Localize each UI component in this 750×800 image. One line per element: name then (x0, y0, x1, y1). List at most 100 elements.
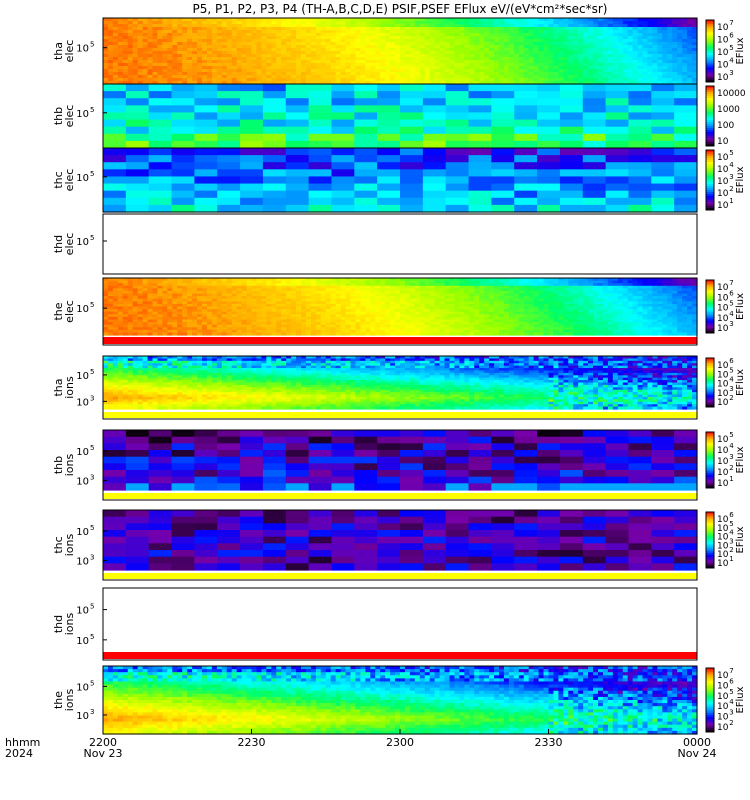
heatmap-cell (177, 72, 183, 76)
heatmap-cell (236, 66, 243, 70)
heatmap-cell (301, 45, 307, 49)
heatmap-cell (377, 148, 401, 156)
heatmap-cell (147, 45, 154, 49)
heatmap-cell (266, 27, 272, 31)
heatmap-cell (246, 75, 253, 79)
heatmap-cell (117, 322, 124, 326)
heatmap-cell (682, 39, 688, 43)
heatmap-cell (112, 327, 119, 331)
heatmap-cell (202, 63, 208, 67)
heatmap-cell (241, 18, 248, 22)
heatmap-cell (177, 54, 183, 58)
heatmap-cell (276, 63, 282, 67)
heatmap-cell (528, 78, 535, 82)
heatmap-cell (553, 33, 559, 37)
heatmap-cell (157, 21, 163, 25)
heatmap-cell (563, 54, 569, 58)
heatmap-cell (642, 81, 649, 85)
heatmap-cell (132, 311, 139, 315)
heatmap-cell (354, 140, 378, 149)
heatmap-cell (360, 45, 366, 49)
heatmap-cell (217, 162, 241, 170)
heatmap-cell (117, 309, 124, 313)
heatmap-cell (335, 75, 342, 79)
heatmap-cell (187, 45, 193, 49)
heatmap-cell (117, 301, 124, 305)
heatmap-cell (558, 57, 564, 61)
heatmap-cell (365, 81, 371, 85)
heatmap-cell (103, 140, 127, 149)
heatmap-cell (103, 327, 109, 331)
heatmap-cell (474, 78, 480, 82)
heatmap-cell (593, 69, 599, 73)
heatmap-cell (157, 60, 163, 64)
heatmap-cell (157, 54, 163, 58)
heatmap-cell (395, 54, 401, 58)
heatmap-cell (424, 33, 431, 37)
heatmap-cell (142, 78, 149, 82)
colorbar-swatch (706, 59, 714, 62)
heatmap-cell (310, 27, 317, 31)
heatmap-cell (355, 72, 361, 76)
heatmap-cell (117, 324, 124, 328)
heatmap-cell (231, 36, 238, 40)
heatmap-cell (582, 190, 607, 199)
heatmap-cell (434, 24, 441, 28)
heatmap-cell (320, 54, 327, 58)
heatmap-cell (125, 84, 150, 92)
heatmap-cell (464, 33, 470, 37)
heatmap-cell (142, 63, 149, 67)
heatmap-cell (266, 33, 272, 37)
heatmap-cell (617, 54, 624, 58)
heatmap-cell (439, 48, 446, 52)
heatmap-cell (598, 30, 604, 34)
colorbar-tick-exponent: 2 (729, 185, 733, 193)
heatmap-cell (439, 332, 446, 336)
heatmap-cell (125, 197, 150, 206)
heatmap-cell (434, 54, 441, 58)
heatmap-cell (202, 18, 208, 22)
heatmap-cell (528, 21, 535, 25)
heatmap-cell (308, 133, 333, 142)
heatmap-cell (395, 63, 401, 67)
heatmap-cell (459, 60, 465, 64)
colorbar-swatch (706, 98, 714, 101)
heatmap-cell (365, 78, 371, 82)
heatmap-cell (240, 140, 264, 149)
heatmap-cell (172, 66, 178, 70)
heatmap-cell (345, 51, 352, 55)
heatmap-cell (251, 60, 258, 64)
heatmap-cell (315, 51, 322, 55)
heatmap-cell (340, 30, 347, 34)
heatmap-cell (216, 33, 223, 37)
heatmap-cell (568, 39, 574, 43)
heatmap-cell (454, 51, 460, 55)
panel-label-line: thb (52, 107, 65, 125)
heatmap-cell (459, 69, 465, 73)
heatmap-cell (593, 42, 599, 46)
heatmap-cell (568, 42, 574, 46)
heatmap-cell (622, 21, 629, 25)
heatmap-cell (172, 75, 178, 79)
heatmap-cell (236, 72, 243, 76)
heatmap-cell (484, 36, 490, 40)
heatmap-cell (647, 42, 654, 46)
heatmap-cell (617, 81, 624, 85)
heatmap-cell (148, 126, 173, 135)
heatmap-cell (117, 45, 124, 49)
heatmap-cell (627, 39, 634, 43)
heatmap-cell (305, 57, 312, 61)
heatmap-cell (563, 33, 569, 37)
heatmap-cell (202, 48, 208, 52)
heatmap-cell (122, 288, 129, 292)
heatmap-cell (167, 48, 173, 52)
heatmap-cell (291, 42, 297, 46)
heatmap-cell (563, 21, 569, 25)
heatmap-cell (489, 39, 495, 43)
heatmap-cell (331, 91, 355, 99)
heatmap-cell (491, 133, 515, 142)
heatmap-cell (103, 311, 109, 315)
heatmap-cell (216, 66, 223, 70)
heatmap-cell (211, 54, 218, 58)
heatmap-cell (286, 60, 292, 64)
